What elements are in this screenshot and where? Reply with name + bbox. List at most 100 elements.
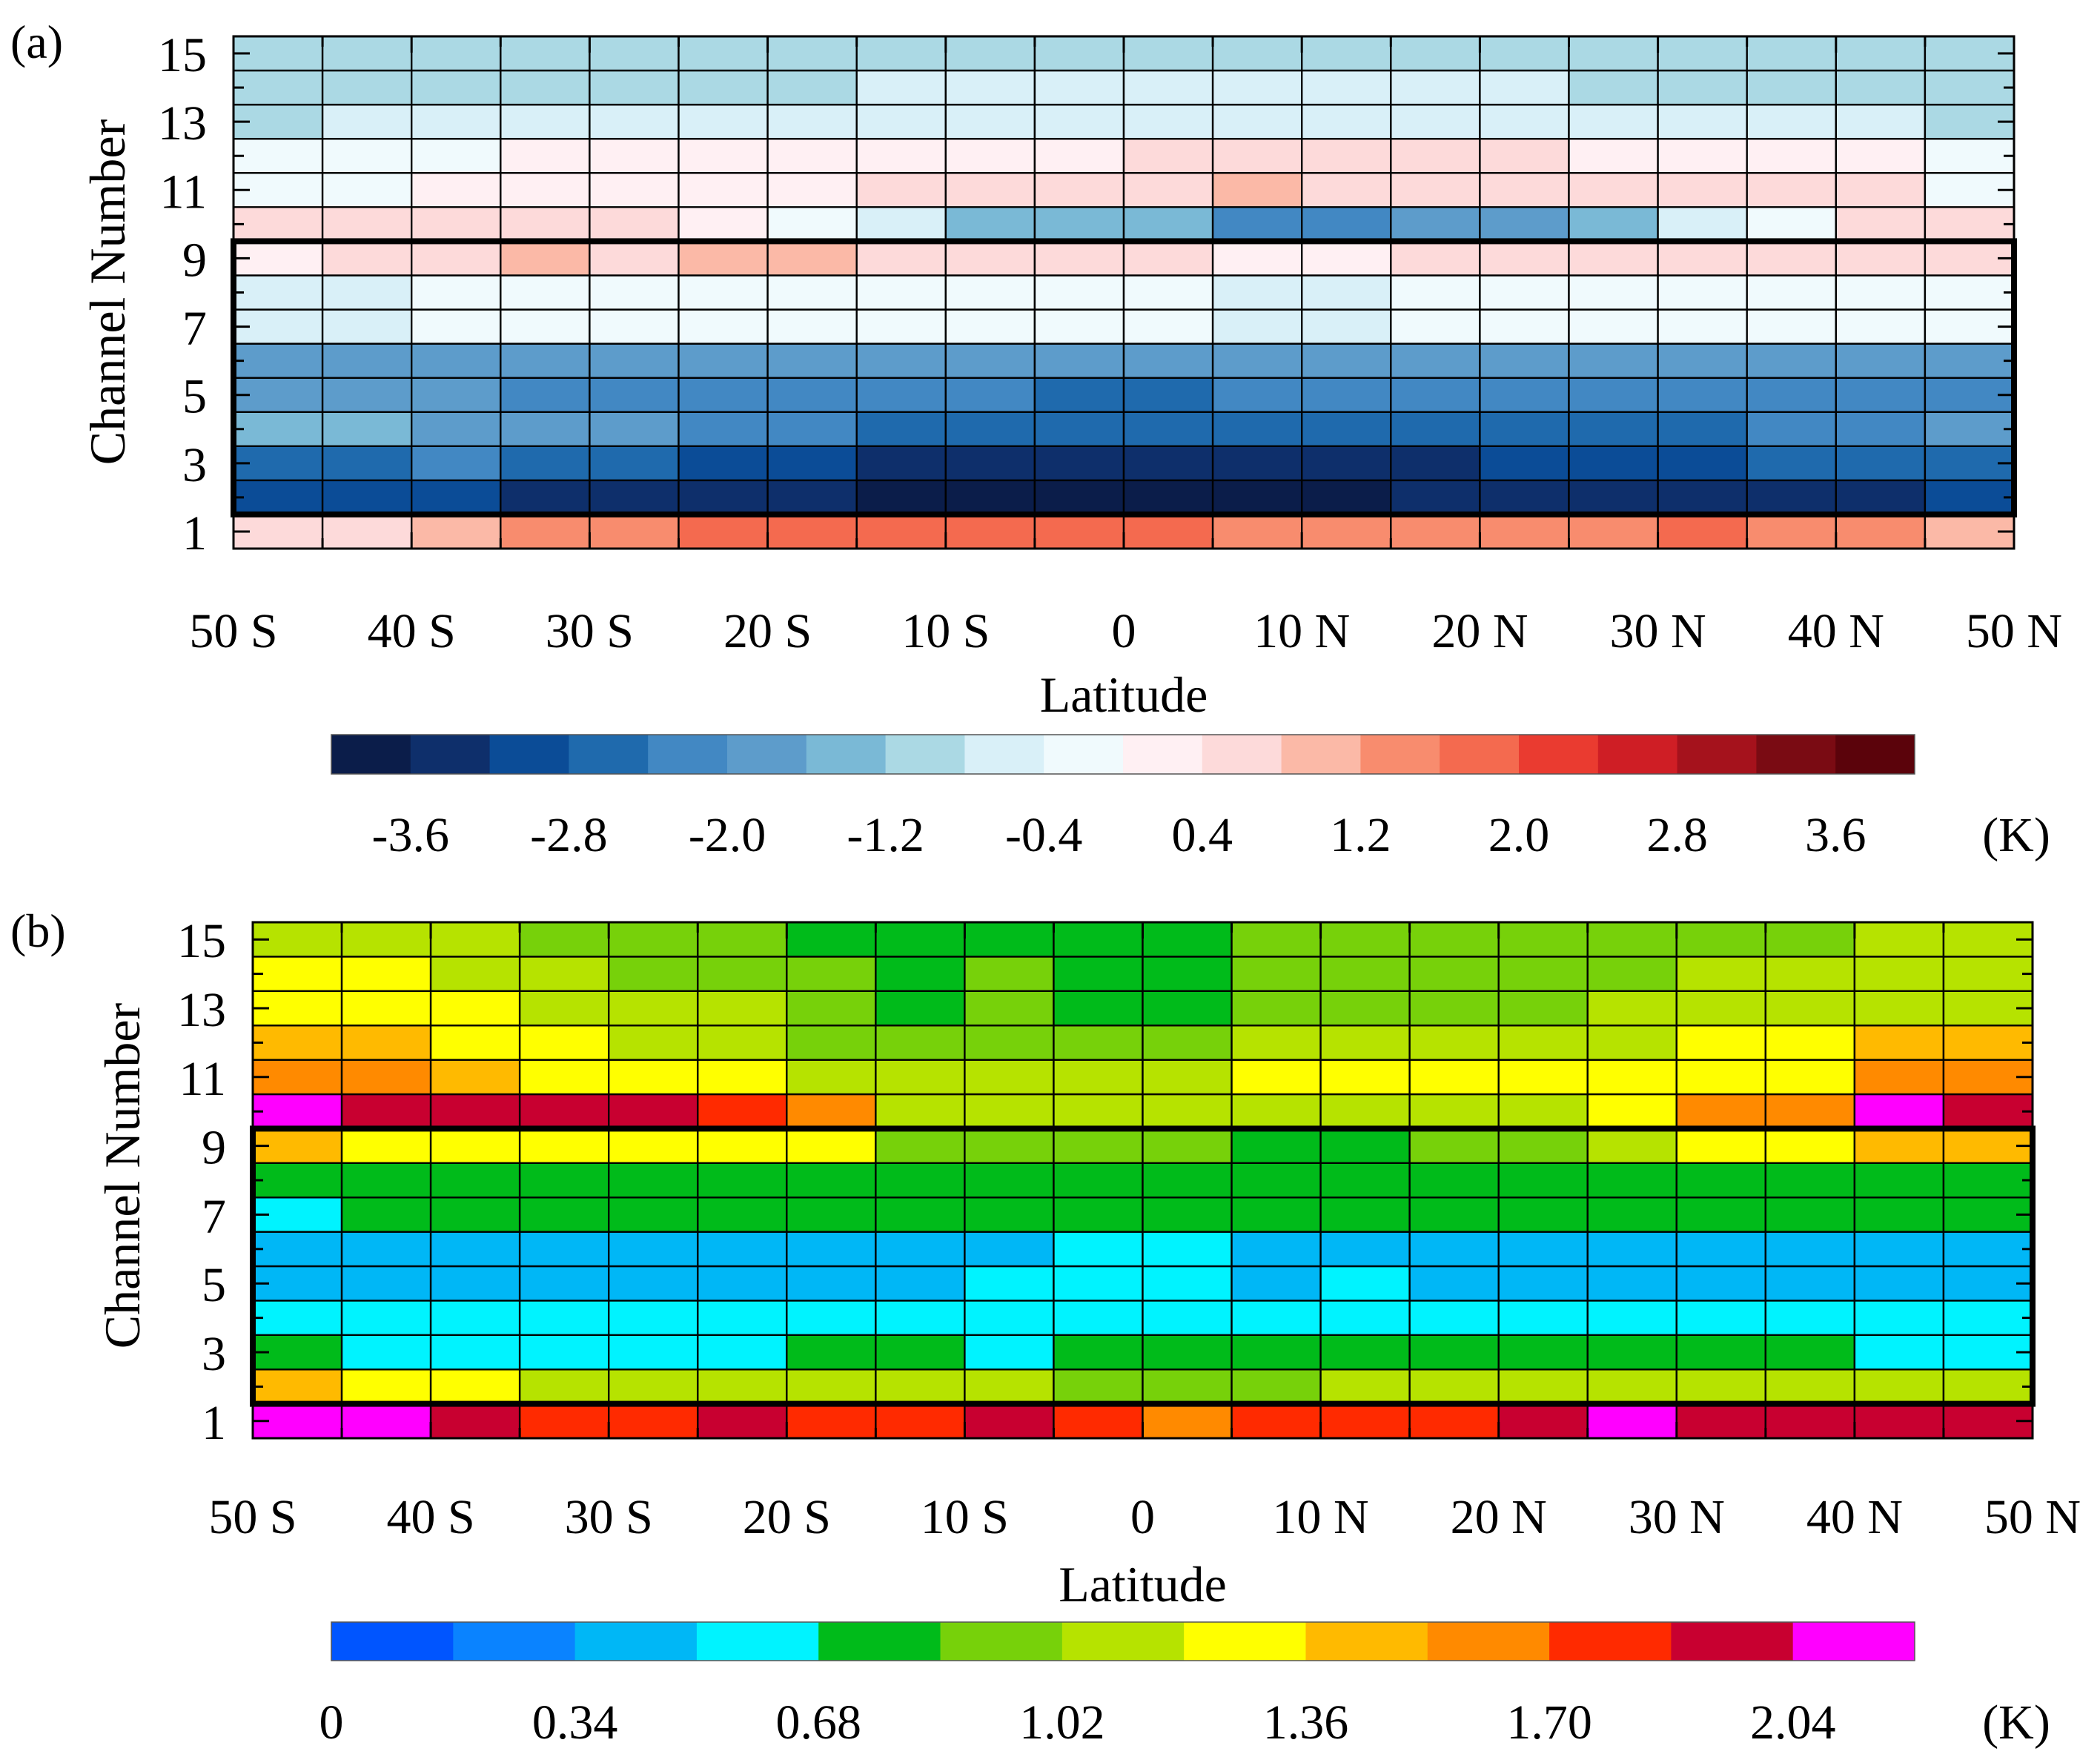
- heatmap-cell: [1568, 479, 1659, 516]
- heatmap-cell: [500, 308, 591, 345]
- heatmap-cell: [964, 921, 1055, 958]
- heatmap-cell: [855, 274, 947, 311]
- heatmap-cell: [411, 343, 502, 379]
- heatmap-cell: [608, 1093, 699, 1130]
- heatmap-cell: [1479, 274, 1570, 311]
- heatmap-cell: [1924, 240, 2015, 277]
- heatmap-cell: [411, 69, 502, 106]
- heatmap-cell: [1764, 1403, 1856, 1440]
- panel-label: (b): [10, 904, 66, 957]
- heatmap-cell: [1230, 1024, 1322, 1061]
- colorbar-swatch: [1061, 1622, 1185, 1661]
- heatmap-cell: [1764, 1300, 1856, 1337]
- heatmap-cell: [1211, 206, 1303, 242]
- heatmap-cell: [786, 1196, 877, 1233]
- heatmap-cell: [232, 69, 324, 106]
- heatmap-cell: [340, 1196, 432, 1233]
- heatmap-cell: [518, 1024, 610, 1061]
- heatmap-cell: [697, 1403, 788, 1440]
- heatmap-cell: [1675, 1334, 1767, 1371]
- heatmap-cell: [1300, 513, 1392, 550]
- heatmap-cell: [1586, 1196, 1678, 1233]
- heatmap-cell: [964, 990, 1055, 1027]
- heatmap-cell: [1142, 990, 1233, 1027]
- heatmap-cell: [1211, 35, 1303, 72]
- heatmap-cell: [321, 206, 413, 242]
- heatmap-cell: [944, 35, 1036, 72]
- heatmap-cell: [875, 1162, 966, 1199]
- heatmap-cell: [1568, 69, 1659, 106]
- heatmap-cell: [429, 1300, 521, 1337]
- colorbar-swatch: [1123, 735, 1203, 774]
- heatmap-cell: [608, 990, 699, 1027]
- heatmap-cell: [1746, 308, 1837, 345]
- heatmap-cell: [697, 990, 788, 1027]
- heatmap-cell: [608, 956, 699, 993]
- heatmap-cell: [786, 1300, 877, 1337]
- heatmap-cell: [855, 445, 947, 482]
- heatmap-cell: [875, 1334, 966, 1371]
- heatmap-cell: [766, 103, 858, 140]
- heatmap-cell: [1479, 479, 1570, 516]
- heatmap-cell: [944, 445, 1036, 482]
- heatmap-cell: [1142, 1162, 1233, 1199]
- heatmap-cell: [944, 206, 1036, 242]
- heatmap-cell: [340, 956, 432, 993]
- y-tick-label: 3: [182, 438, 207, 492]
- heatmap-cell: [1764, 1196, 1856, 1233]
- heatmap-cell: [697, 1024, 788, 1061]
- heatmap-cell: [1853, 1334, 1945, 1371]
- heatmap-cell: [1211, 69, 1303, 106]
- y-tick-label: 11: [179, 1052, 226, 1106]
- y-tick-label: 7: [182, 302, 207, 356]
- heatmap-cell: [500, 172, 591, 208]
- heatmap-cell: [1230, 1265, 1322, 1302]
- heatmap-cell: [786, 1059, 877, 1096]
- heatmap-cell: [1835, 274, 1927, 311]
- heatmap-cell: [1408, 1403, 1500, 1440]
- heatmap-cell: [1319, 1162, 1411, 1199]
- heatmap-cell: [1924, 69, 2015, 106]
- colorbar-frame: [331, 1621, 1915, 1661]
- heatmap-cell: [1835, 206, 1927, 242]
- heatmap-cell: [697, 1162, 788, 1199]
- heatmap-cell: [1319, 1334, 1411, 1371]
- heatmap-cell: [875, 1059, 966, 1096]
- heatmap-cell: [875, 1265, 966, 1302]
- heatmap-cell: [1746, 343, 1837, 379]
- heatmap-cell: [1479, 513, 1570, 550]
- heatmap-cell: [429, 1128, 521, 1165]
- heatmap-cell: [944, 137, 1036, 174]
- colorbar-tick-label: 2.0: [1488, 808, 1550, 862]
- heatmap-cell: [429, 1231, 521, 1268]
- y-tick-label: 13: [158, 96, 207, 150]
- colorbar-tick-label: 2.04: [1750, 1695, 1836, 1750]
- heatmap-cell: [1746, 513, 1837, 550]
- heatmap-cell: [1033, 513, 1125, 550]
- heatmap-cell: [340, 1024, 432, 1061]
- heatmap-cell: [1033, 377, 1125, 413]
- heatmap-cell: [1122, 377, 1214, 413]
- heatmap-cell: [411, 103, 502, 140]
- heatmap-cell: [1142, 1024, 1233, 1061]
- heatmap-cell: [589, 513, 680, 550]
- heatmap-cell: [786, 1368, 877, 1405]
- heatmap-cell: [1746, 411, 1837, 448]
- y-tick-label: 15: [158, 28, 207, 82]
- heatmap-cell: [1853, 1403, 1945, 1440]
- heatmap-cell: [251, 1231, 343, 1268]
- heatmap-cell: [964, 1162, 1055, 1199]
- heatmap-cell: [429, 990, 521, 1027]
- heatmap-cell: [589, 411, 680, 448]
- heatmap-cell: [1053, 1162, 1144, 1199]
- heatmap-cell: [1319, 1059, 1411, 1096]
- heatmap-cell: [697, 1300, 788, 1337]
- heatmap-cell: [1230, 956, 1322, 993]
- heatmap-cell: [1122, 513, 1214, 550]
- heatmap-cell: [340, 1093, 432, 1130]
- colorbar-unit: (K): [1982, 808, 2050, 862]
- y-axis-label: Channel Number: [94, 1002, 150, 1349]
- heatmap-cell: [1390, 35, 1481, 72]
- heatmap-cell: [1657, 479, 1748, 516]
- heatmap-cell: [678, 206, 769, 242]
